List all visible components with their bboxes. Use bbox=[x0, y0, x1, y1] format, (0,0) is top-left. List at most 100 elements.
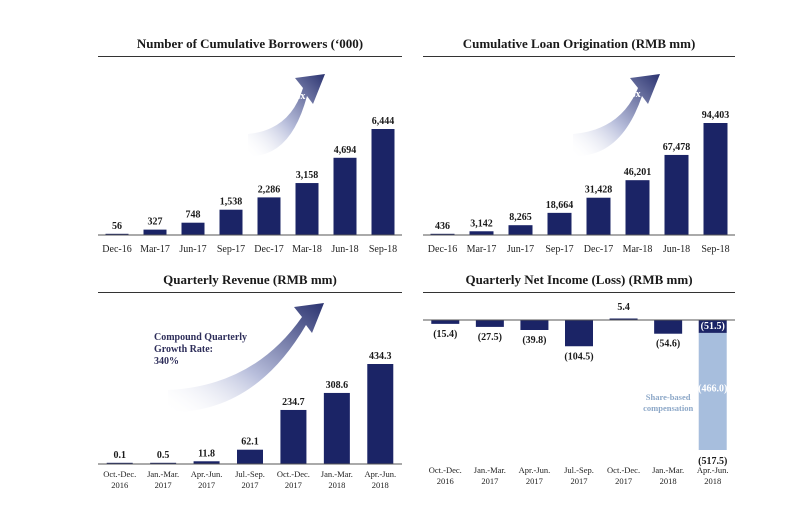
bar bbox=[280, 409, 307, 464]
category-label: Oct.-Dec. bbox=[103, 469, 136, 479]
category-label-year: 2017 bbox=[571, 476, 588, 486]
growth-arrow bbox=[168, 303, 324, 413]
bar bbox=[105, 233, 129, 235]
category-label-year: 2017 bbox=[198, 480, 215, 490]
data-label: 56 bbox=[112, 221, 122, 232]
data-label: 94,403 bbox=[702, 110, 730, 121]
data-label: 2,286 bbox=[258, 184, 281, 195]
bar bbox=[219, 209, 243, 235]
borrowers-title-rule bbox=[98, 56, 402, 57]
net-income-chart: (15.4)Oct.-Dec.2016(27.5)Jan.-Mar.2017(3… bbox=[423, 302, 735, 486]
category-label-year: 2016 bbox=[437, 476, 454, 486]
category-label-year: 2018 bbox=[372, 480, 389, 490]
data-label: 748 bbox=[186, 210, 201, 221]
category-label: Mar-17 bbox=[467, 244, 497, 255]
data-label: 67,478 bbox=[663, 142, 691, 153]
category-label-year: 2016 bbox=[111, 480, 128, 490]
category-label: Jul.-Sep. bbox=[235, 469, 265, 479]
category-label: Jan.-Mar. bbox=[652, 465, 684, 475]
bar bbox=[469, 231, 494, 235]
data-label: 436 bbox=[435, 221, 450, 232]
category-label-year: 2017 bbox=[615, 476, 632, 486]
category-label: Jun-17 bbox=[179, 244, 206, 255]
bar bbox=[193, 461, 220, 464]
data-label: 6,444 bbox=[372, 116, 395, 127]
growth-rate-annotation: 340% bbox=[154, 356, 179, 367]
data-label: 18,664 bbox=[546, 200, 574, 211]
data-label: (54.6) bbox=[656, 339, 680, 350]
borrowers-chart: ~114x 56 Dec-16 327 Mar-17 748 Jun-17 1,538 Sep-… bbox=[98, 74, 402, 255]
category-label-year: 2018 bbox=[660, 476, 677, 486]
category-label: Apr.-Jun. bbox=[519, 465, 551, 475]
growth-rate-annotation: Growth Rate: bbox=[154, 344, 213, 355]
data-label: 327 bbox=[148, 217, 163, 228]
data-label: 308.6 bbox=[326, 380, 349, 391]
category-label: Sep-17 bbox=[545, 244, 573, 255]
category-label-year: 2017 bbox=[481, 476, 498, 486]
data-label: 31,428 bbox=[585, 185, 613, 196]
data-label: 0.5 bbox=[157, 450, 170, 461]
category-label: Mar-18 bbox=[292, 244, 322, 255]
bar bbox=[181, 222, 205, 235]
bar bbox=[625, 180, 650, 235]
data-label: (104.5) bbox=[564, 351, 593, 362]
segment-label-dark: (51.5) bbox=[701, 321, 725, 332]
category-label-year: 2017 bbox=[526, 476, 543, 486]
revenue-chart-panel: Quarterly Revenue (RMB mm) Compound Quar… bbox=[98, 270, 402, 500]
bar bbox=[367, 364, 394, 464]
category-label: Sep-18 bbox=[369, 244, 397, 255]
bar bbox=[520, 320, 549, 330]
category-label: Oct.-Dec. bbox=[277, 469, 310, 479]
bar bbox=[475, 320, 504, 327]
category-label-year: 2018 bbox=[328, 480, 345, 490]
loan-origination-chart-title: Cumulative Loan Origination (RMB mm) bbox=[462, 36, 696, 51]
category-label: Jun-18 bbox=[663, 244, 690, 255]
growth-arrow bbox=[573, 74, 660, 157]
category-label: Jan.-Mar. bbox=[321, 469, 353, 479]
category-label: Apr.-Jun. bbox=[191, 469, 223, 479]
bar bbox=[237, 449, 263, 464]
bar bbox=[371, 129, 395, 235]
category-label: Oct.-Dec. bbox=[607, 465, 640, 475]
bar bbox=[106, 462, 133, 464]
data-label: 8,265 bbox=[509, 212, 532, 223]
share-based-annotation: Share-based bbox=[646, 392, 691, 402]
bar bbox=[143, 229, 167, 235]
bar bbox=[323, 392, 350, 464]
category-label: Dec-17 bbox=[584, 244, 613, 255]
bar bbox=[586, 197, 611, 235]
bar bbox=[295, 183, 319, 235]
data-label: 11.8 bbox=[198, 448, 215, 459]
growth-arrow-label: ~114x bbox=[281, 91, 306, 102]
data-label: (27.5) bbox=[478, 332, 502, 343]
category-label-year: 2017 bbox=[285, 480, 302, 490]
borrowers-chart-panel: Number of Cumulative Borrowers (‘000) ~1… bbox=[98, 30, 402, 265]
category-label: Sep-17 bbox=[217, 244, 245, 255]
revenue-chart-title: Quarterly Revenue (RMB mm) bbox=[163, 272, 337, 287]
category-label: Dec-16 bbox=[428, 244, 457, 255]
data-label: 5.4 bbox=[617, 302, 630, 313]
bar bbox=[547, 212, 572, 235]
net-income-chart-panel: Quarterly Net Income (Loss) (RMB mm) (15… bbox=[423, 270, 735, 500]
category-label: Dec-17 bbox=[254, 244, 283, 255]
category-label-year: 2017 bbox=[155, 480, 172, 490]
data-label: 3,142 bbox=[470, 218, 493, 229]
category-label: Mar-17 bbox=[140, 244, 170, 255]
data-label: (15.4) bbox=[433, 329, 457, 340]
data-label: 1,538 bbox=[220, 197, 243, 208]
bar bbox=[150, 462, 177, 464]
bar bbox=[654, 320, 683, 334]
bar bbox=[508, 225, 533, 235]
revenue-title-rule bbox=[98, 292, 402, 293]
segment-label-light: (466.0) bbox=[698, 383, 727, 394]
bar bbox=[703, 123, 728, 235]
data-label: (517.5) bbox=[698, 456, 727, 467]
loan-origination-chart: ~216x 436 Dec-16 3,142 Mar-17 8,265 Jun-17 18,6… bbox=[423, 74, 735, 255]
bar bbox=[333, 157, 357, 235]
category-label: Oct.-Dec. bbox=[429, 465, 462, 475]
bar bbox=[664, 154, 689, 235]
category-label: Apr.-Jun. bbox=[697, 465, 729, 475]
category-label: Sep-18 bbox=[701, 244, 729, 255]
net-income-chart-title: Quarterly Net Income (Loss) (RMB mm) bbox=[465, 272, 693, 287]
